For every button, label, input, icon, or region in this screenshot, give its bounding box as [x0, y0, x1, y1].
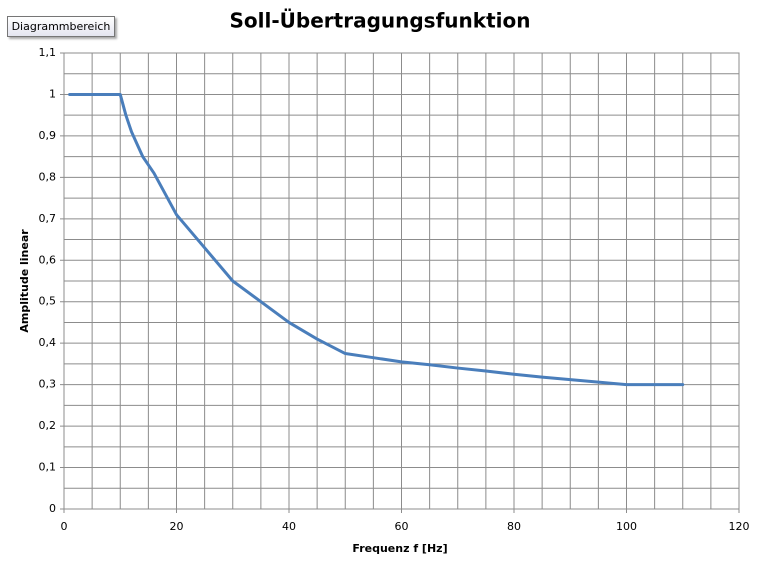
y-tick-label: 0,6 — [39, 253, 57, 266]
y-tick-label: 0,8 — [39, 170, 57, 183]
y-tick-label: 0,5 — [39, 295, 57, 308]
y-tick-label: 0,1 — [39, 461, 57, 474]
y-tick-label: 0,2 — [39, 419, 57, 432]
y-tick-label: 0 — [49, 502, 56, 515]
x-tick-label: 80 — [507, 520, 521, 533]
x-tick-label: 120 — [729, 520, 750, 533]
y-tick-label: 0,7 — [39, 212, 57, 225]
y-tick-label: 0,9 — [39, 129, 57, 142]
y-axis-label: Amplitude linear — [18, 229, 31, 333]
y-tick-label: 0,4 — [39, 336, 57, 349]
x-tick-label: 40 — [282, 520, 296, 533]
data-line — [68, 92, 685, 387]
x-tick-label: 20 — [170, 520, 184, 533]
plot-border — [63, 52, 740, 510]
x-axis-label: Frequenz f [Hz] — [352, 542, 447, 555]
x-tick-label: 0 — [61, 520, 68, 533]
x-tick-label: 60 — [395, 520, 409, 533]
y-tick-label: 1,1 — [39, 46, 57, 59]
chart-title: Soll-Übertragungsfunktion — [230, 9, 531, 33]
tooltip: Diagrammbereich — [7, 16, 115, 37]
y-tick-label: 0,3 — [39, 378, 57, 391]
y-tick-label: 1 — [49, 87, 56, 100]
x-tick-label: 100 — [616, 520, 637, 533]
